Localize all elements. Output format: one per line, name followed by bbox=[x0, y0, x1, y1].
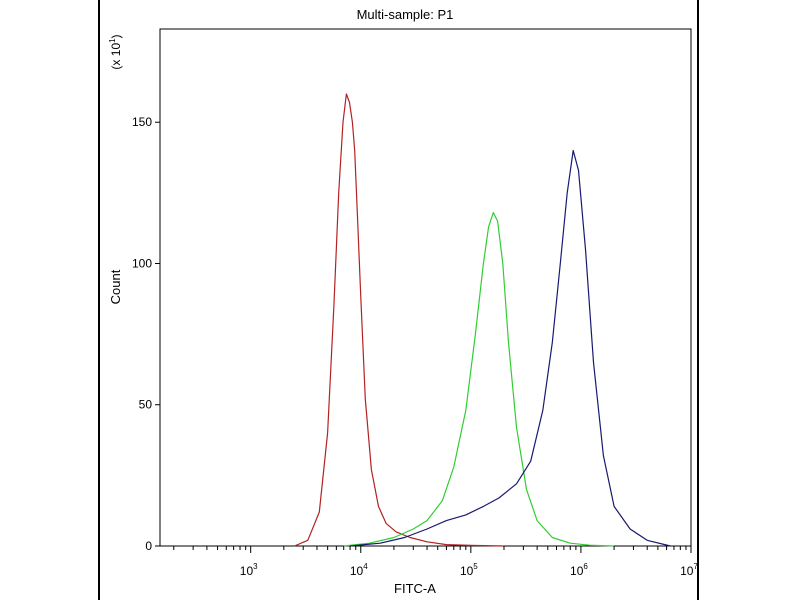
y-multiplier-close: ) bbox=[109, 34, 123, 38]
x-tick-base: 10 bbox=[680, 564, 694, 578]
chart-title: Multi-sample: P1 bbox=[357, 7, 454, 22]
series-layer bbox=[294, 93, 671, 547]
panel-right-border bbox=[697, 0, 699, 600]
plot-area-frame bbox=[159, 28, 692, 547]
x-tick-exponent: 3 bbox=[253, 562, 258, 571]
x-tick-label: 107 bbox=[680, 562, 698, 578]
y-tick-label: 0 bbox=[145, 539, 152, 553]
x-tick-base: 10 bbox=[570, 564, 584, 578]
x-tick-exponent: 5 bbox=[473, 562, 478, 571]
y-multiplier-label: (x 101) bbox=[108, 34, 123, 69]
y-multiplier-exponent: 1 bbox=[108, 38, 117, 43]
series-line-2 bbox=[343, 212, 615, 547]
y-tick-label: 150 bbox=[132, 115, 152, 129]
x-axis-label: FITC-A bbox=[394, 581, 436, 596]
x-tick-label: 105 bbox=[460, 562, 478, 578]
x-tick-label: 106 bbox=[570, 562, 588, 578]
series-line-1 bbox=[294, 93, 505, 547]
x-tick-label: 104 bbox=[350, 562, 368, 578]
series-line-3 bbox=[350, 149, 671, 547]
y-axis-label: Count bbox=[108, 269, 123, 304]
svg-text:(x 101): (x 101) bbox=[108, 34, 123, 69]
x-tick-label: 103 bbox=[240, 562, 258, 578]
x-tick-base: 10 bbox=[350, 564, 364, 578]
x-tick-exponent: 6 bbox=[583, 562, 588, 571]
y-tick-label: 50 bbox=[139, 398, 153, 412]
y-tick-label: 100 bbox=[132, 256, 152, 270]
x-tick-base: 10 bbox=[460, 564, 474, 578]
x-tick-exponent: 7 bbox=[693, 562, 698, 571]
y-multiplier-text: (x 10 bbox=[109, 43, 123, 70]
x-tick-exponent: 4 bbox=[363, 562, 368, 571]
panel-left-border bbox=[98, 0, 100, 600]
x-tick-base: 10 bbox=[240, 564, 254, 578]
